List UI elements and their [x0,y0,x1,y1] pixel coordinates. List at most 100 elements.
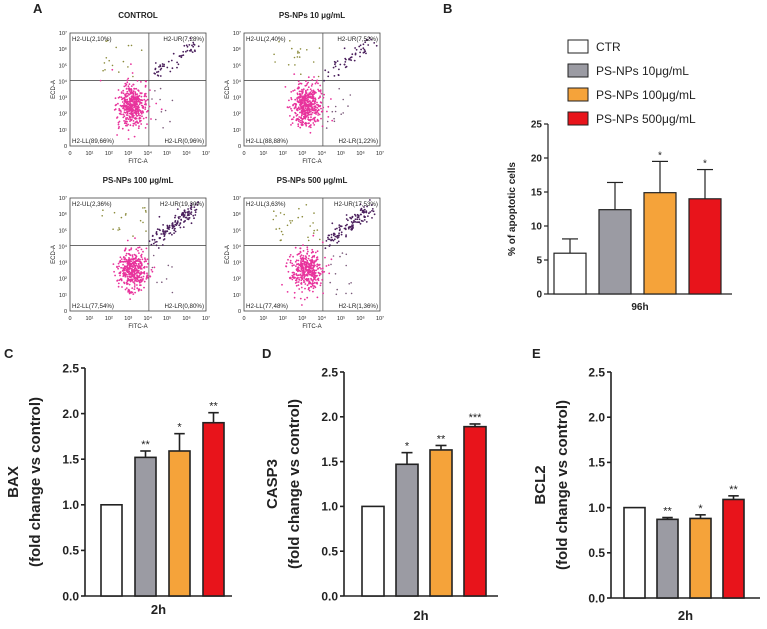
dot-plot: CONTROL H2-UL(2,10%) H2-UR(7,28%) H2-LL(89,… [51,11,210,165]
bar [361,505,385,597]
x-category-label: 2h [413,608,428,623]
y-tick-label: 1.5 [588,456,605,470]
legend-label: PS-NPs 100μg/mL [596,88,696,102]
significance-marker: *** [469,412,483,424]
y-tick-label: 1.0 [62,498,79,512]
quadrant-label-lr: H2-LR(1,36%) [338,303,378,310]
x-tick-label: 10⁶ [356,315,364,322]
x-tick-label: 10⁴ [317,150,326,157]
y-tick-label: 10⁶ [233,46,241,53]
x-tick-label: 10⁴ [317,315,326,322]
y-axis-label: % of apoptotic cells [507,162,518,256]
event-dots [99,37,200,140]
legend-swatch [567,111,589,126]
bar [656,518,679,599]
bar [429,449,453,597]
y-tick-label: 0 [64,309,67,315]
x-tick-label: 10⁷ [202,315,210,322]
y-tick-label: 10⁶ [59,211,67,218]
y-tick-label: 1.5 [62,453,79,467]
legend-label: PS-NPs 500μg/mL [596,112,696,126]
y-tick-label: 20 [531,154,543,165]
quadrant-label-ll: H2-LL(89,66%) [72,138,114,145]
x-tick-label: 10⁵ [163,315,171,322]
bar [100,503,123,597]
bar [553,252,587,295]
bar [202,421,225,597]
x-tick-label: 10¹ [259,316,267,322]
x-category-label: 2h [678,608,693,623]
bar [689,517,712,599]
x-tick-label: 10⁶ [356,150,364,157]
plot-frame [69,197,207,312]
x-tick-label: 10⁴ [143,315,152,322]
y-tick-label: 10⁵ [233,62,241,69]
y-tick-label: 2.5 [321,365,338,379]
significance-marker: ** [437,433,446,445]
y-axis-sublabel: (fold change vs control) [27,397,44,567]
bar [134,456,157,597]
y-tick-label: 10⁴ [59,78,68,85]
x-tick-label: 10⁶ [182,315,190,322]
quadrant-label-ur: H2-UR(7,52%) [337,36,378,43]
quadrant-label-ul: H2-UL(2,40%) [246,36,286,43]
y-tick-label: 2.0 [62,407,79,421]
x-tick-label: 0 [68,151,71,157]
quadrant-label-lr: H2-LR(1,22%) [338,138,378,145]
bar [623,506,646,599]
quadrant-label-ul: H2-UL(2,36%) [72,201,112,208]
significance-marker: ** [729,484,738,496]
y-axis-label: CASP3 [264,459,281,509]
y-tick-label: 0.0 [588,591,605,605]
y-tick-label: 1.5 [321,455,338,469]
dot-plot-title: CONTROL [118,11,158,20]
y-tick-label: 10² [233,112,241,118]
legend-label: PS-NPs 10μg/mL [596,64,689,78]
y-tick-label: 10⁶ [59,46,67,53]
y-tick-label: 2.0 [588,411,605,425]
bar [722,498,745,599]
x-category-label: 96h [631,302,648,313]
y-tick-label: 10³ [59,261,67,267]
x-tick-label: 10³ [124,316,132,322]
x-tick-label: 10⁴ [143,150,152,157]
y-tick-label: 15 [531,188,543,199]
x-tick-label: 10² [279,316,287,322]
significance-marker: * [177,422,182,434]
panel-letter-e: E [532,346,541,361]
x-tick-label: 10¹ [85,151,93,157]
y-tick-label: 10² [233,277,241,283]
y-tick-label: 0.5 [321,545,338,559]
y-tick-label: 2.0 [321,410,338,424]
x-tick-label: 10² [279,151,287,157]
y-tick-label: 10¹ [233,293,241,299]
y-tick-label: 10⁵ [59,62,67,69]
x-tick-label: 10⁷ [202,150,210,157]
quadrant-label-lr: H2-LR(0,80%) [164,303,204,310]
y-axis-sublabel: (fold change vs control) [554,400,571,570]
y-tick-label: 10³ [233,96,241,102]
quadrant-label-ul: H2-UL(3,63%) [246,201,286,208]
significance-marker: ** [663,506,672,518]
quadrant-label-ll: H2-LL(88,88%) [246,138,288,145]
legend-swatch [567,39,589,54]
panel-letter-b: B [443,1,452,16]
y-axis-label: ECD-A [51,80,57,99]
dot-plot-title: PS-NPs 10 μg/mL [279,11,345,20]
event-dots [272,199,376,306]
x-category-label: 2h [151,602,166,617]
y-axis-label: ECD-A [225,245,231,264]
y-tick-label: 10⁵ [233,227,241,234]
x-tick-label: 10⁵ [337,150,345,157]
y-tick-label: 0 [238,309,241,315]
y-tick-label: 1.0 [588,501,605,515]
y-tick-label: 10³ [59,96,67,102]
x-tick-label: 0 [68,316,71,322]
panel-letter-a: A [33,1,43,16]
y-tick-label: 0.0 [62,589,79,603]
x-tick-label: 10¹ [259,151,267,157]
x-tick-label: 0 [242,316,245,322]
y-axis-sublabel: (fold change vs control) [286,399,303,569]
y-tick-label: 10 [531,222,543,233]
